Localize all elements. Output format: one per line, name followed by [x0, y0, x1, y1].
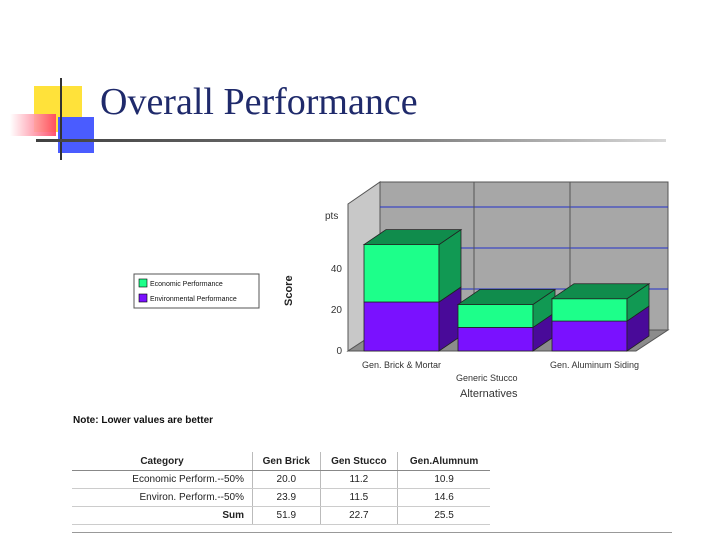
chart-note: Note: Lower values are better	[73, 415, 214, 426]
bar-segment	[363, 301, 440, 352]
table-cell: Sum	[72, 506, 253, 525]
title-divider	[36, 139, 666, 142]
table-cell: 25.5	[397, 506, 490, 525]
legend-label-economic: Economic Performance	[150, 281, 223, 288]
column-header-category: Category	[72, 452, 253, 471]
bar-segment	[551, 320, 628, 352]
deco-vertical-line	[60, 78, 62, 160]
table-cell: Environ. Perform.--50%	[72, 488, 253, 507]
x-tick-label-stucco: Generic Stucco	[456, 373, 518, 383]
bar-segment-top	[362, 229, 463, 246]
y-tick-label: 40	[331, 264, 343, 275]
table-cell: 11.5	[320, 488, 399, 507]
x-axis-label: Alternatives	[460, 388, 518, 400]
legend-box	[133, 273, 260, 309]
column-header-gen-brick: Gen Brick	[252, 452, 321, 471]
table-cell: 10.9	[397, 470, 490, 489]
score-table: Category Gen Brick Gen Stucco Gen.Alumnu…	[72, 452, 490, 525]
table-cell: 23.9	[252, 488, 321, 507]
legend-swatch-environmental	[138, 293, 148, 303]
deco-blue-square	[58, 117, 94, 153]
bottom-divider	[72, 532, 672, 533]
x-tick-label-aluminum: Gen. Aluminum Siding	[550, 360, 639, 370]
table-cell: 11.2	[320, 470, 399, 489]
bar-segment	[457, 304, 534, 328]
bar-segment	[457, 327, 534, 352]
stacked-bar-chart: 0 20 40 Economic Performance Environmental…	[133, 181, 670, 400]
page-title: Overall Performance	[100, 81, 418, 123]
bar-segment-top	[456, 289, 557, 305]
bar-segment	[363, 244, 440, 303]
table-row: Environ. Perform.--50% 23.9 11.5 14.6	[72, 488, 490, 507]
table-cell: 14.6	[397, 488, 490, 507]
table-row: Economic Perform.--50% 20.0 11.2 10.9	[72, 470, 490, 489]
table-row: Sum 51.9 22.7 25.5	[72, 506, 490, 525]
table-header-row: Category Gen Brick Gen Stucco Gen.Alumnu…	[72, 452, 490, 471]
column-header-gen-aluminum: Gen.Alumnum	[397, 452, 490, 471]
table-cell: 51.9	[252, 506, 321, 525]
x-tick-label-brick: Gen. Brick & Mortar	[362, 360, 441, 370]
table-cell: 20.0	[252, 470, 321, 489]
y-tick-label: 0	[336, 346, 342, 357]
legend-swatch-economic	[138, 278, 148, 288]
bar-segment-top	[550, 283, 651, 300]
deco-red-bar	[10, 114, 56, 136]
y-axis-unit: pts	[325, 211, 338, 222]
legend-label-environmental: Environmental Performance	[150, 296, 237, 303]
column-header-gen-stucco: Gen Stucco	[320, 452, 399, 471]
table-cell: 22.7	[320, 506, 399, 525]
table-cell: Economic Perform.--50%	[72, 470, 253, 489]
y-axis-label: Score	[283, 275, 295, 306]
y-tick-label: 20	[331, 305, 343, 316]
bar-segment	[551, 298, 628, 322]
